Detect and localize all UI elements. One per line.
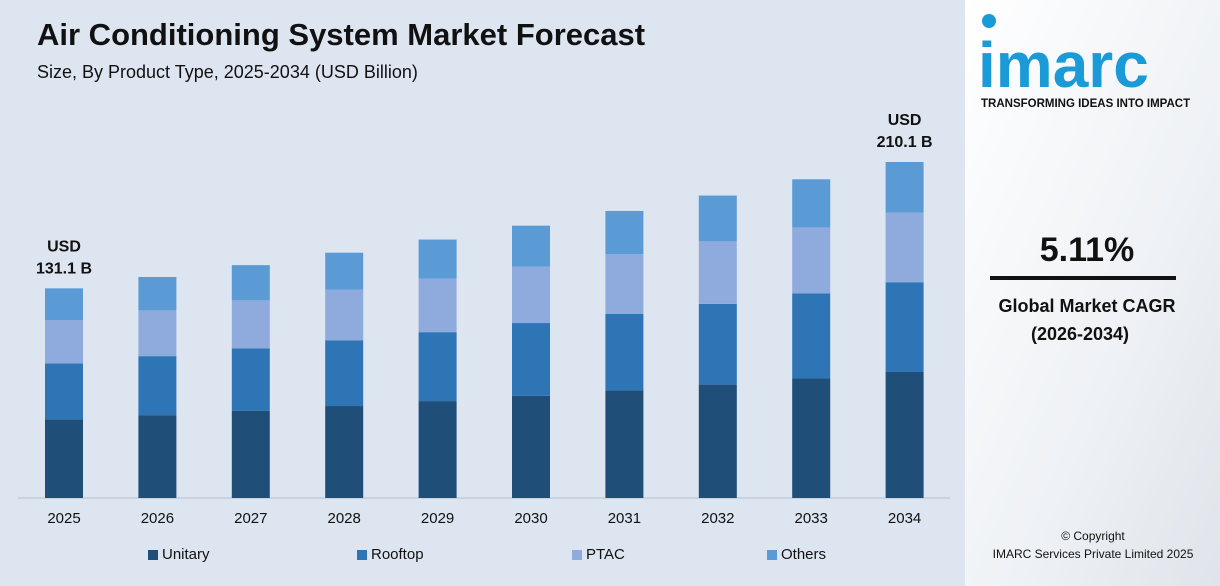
bar-segment (418, 332, 457, 402)
bar-segment (605, 313, 644, 391)
bar-segment (325, 406, 364, 498)
bar-segment (45, 320, 83, 364)
bar-segment (231, 300, 270, 349)
sidebar-panel (965, 0, 1220, 586)
bar-segment (698, 195, 737, 242)
bar-segment (885, 162, 924, 213)
bar-segment (231, 265, 270, 301)
bar-segment (698, 241, 737, 304)
bar-segment (885, 371, 924, 498)
x-tick-label: 2034 (888, 510, 921, 527)
cagr-value: 5.11% (1040, 231, 1135, 269)
copyright: © Copyright (1061, 529, 1125, 543)
chart-subtitle: Size, By Product Type, 2025-2034 (USD Bi… (37, 62, 418, 82)
bar-segment (138, 356, 177, 416)
x-tick-label: 2030 (514, 510, 547, 527)
legend-swatch (767, 550, 777, 560)
tagline: TRANSFORMING IDEAS INTO IMPACT (981, 98, 1190, 110)
legend-label: Rooftop (371, 546, 424, 563)
company: IMARC Services Private Limited 2025 (993, 547, 1194, 561)
bar-segment (512, 323, 550, 396)
bar-segment (45, 288, 83, 321)
legend-label: Others (781, 546, 826, 563)
x-tick-label: 2029 (421, 510, 454, 527)
legend-swatch (357, 550, 367, 560)
bar-segment (45, 419, 83, 498)
x-tick-label: 2027 (234, 510, 267, 527)
bar-segment (325, 289, 364, 341)
bar-segment (138, 415, 177, 498)
bar-segment (512, 395, 550, 498)
total-label: USD (888, 112, 922, 129)
total-label: 210.1 B (877, 134, 933, 151)
legend-label: Unitary (162, 546, 210, 563)
bar-segment (792, 227, 831, 294)
bar-segment (698, 303, 737, 385)
legend-swatch (148, 550, 158, 560)
bar-segment (418, 239, 457, 279)
x-tick-label: 2032 (701, 510, 734, 527)
legend-swatch (572, 550, 582, 560)
legend-label: PTAC (586, 546, 625, 563)
bar-segment (698, 384, 737, 498)
x-tick-label: 2031 (608, 510, 641, 527)
bar-segment (605, 254, 644, 314)
bar-segment (138, 276, 177, 311)
x-tick-label: 2025 (47, 510, 80, 527)
bar-segment (45, 363, 83, 420)
bar-segment (885, 212, 924, 283)
total-label: 131.1 B (36, 261, 92, 278)
x-tick-label: 2033 (795, 510, 828, 527)
x-tick-label: 2026 (141, 510, 174, 527)
x-tick-label: 2028 (328, 510, 361, 527)
cagr-period: (2026-2034) (1031, 324, 1129, 344)
chart-title: Air Conditioning System Market Forecast (37, 17, 645, 52)
bar-segment (792, 293, 831, 379)
bar-segment (325, 340, 364, 407)
bar-segment (512, 225, 550, 267)
logo-dot (982, 14, 996, 28)
bar-segment (418, 278, 457, 333)
bar-segment (231, 410, 270, 498)
logo: imarc (978, 29, 1149, 101)
bar-segment (325, 252, 364, 290)
total-label: USD (47, 239, 81, 256)
bar-segment (138, 310, 177, 357)
bar-segment (418, 401, 457, 498)
bar-segment (885, 282, 924, 372)
bar-segment (512, 266, 550, 324)
cagr-label: Global Market CAGR (998, 296, 1175, 316)
bar-segment (792, 378, 831, 498)
bar-segment (792, 179, 831, 228)
bar-segment (231, 348, 270, 411)
bar-segment (605, 390, 644, 498)
bar-segment (605, 210, 644, 255)
